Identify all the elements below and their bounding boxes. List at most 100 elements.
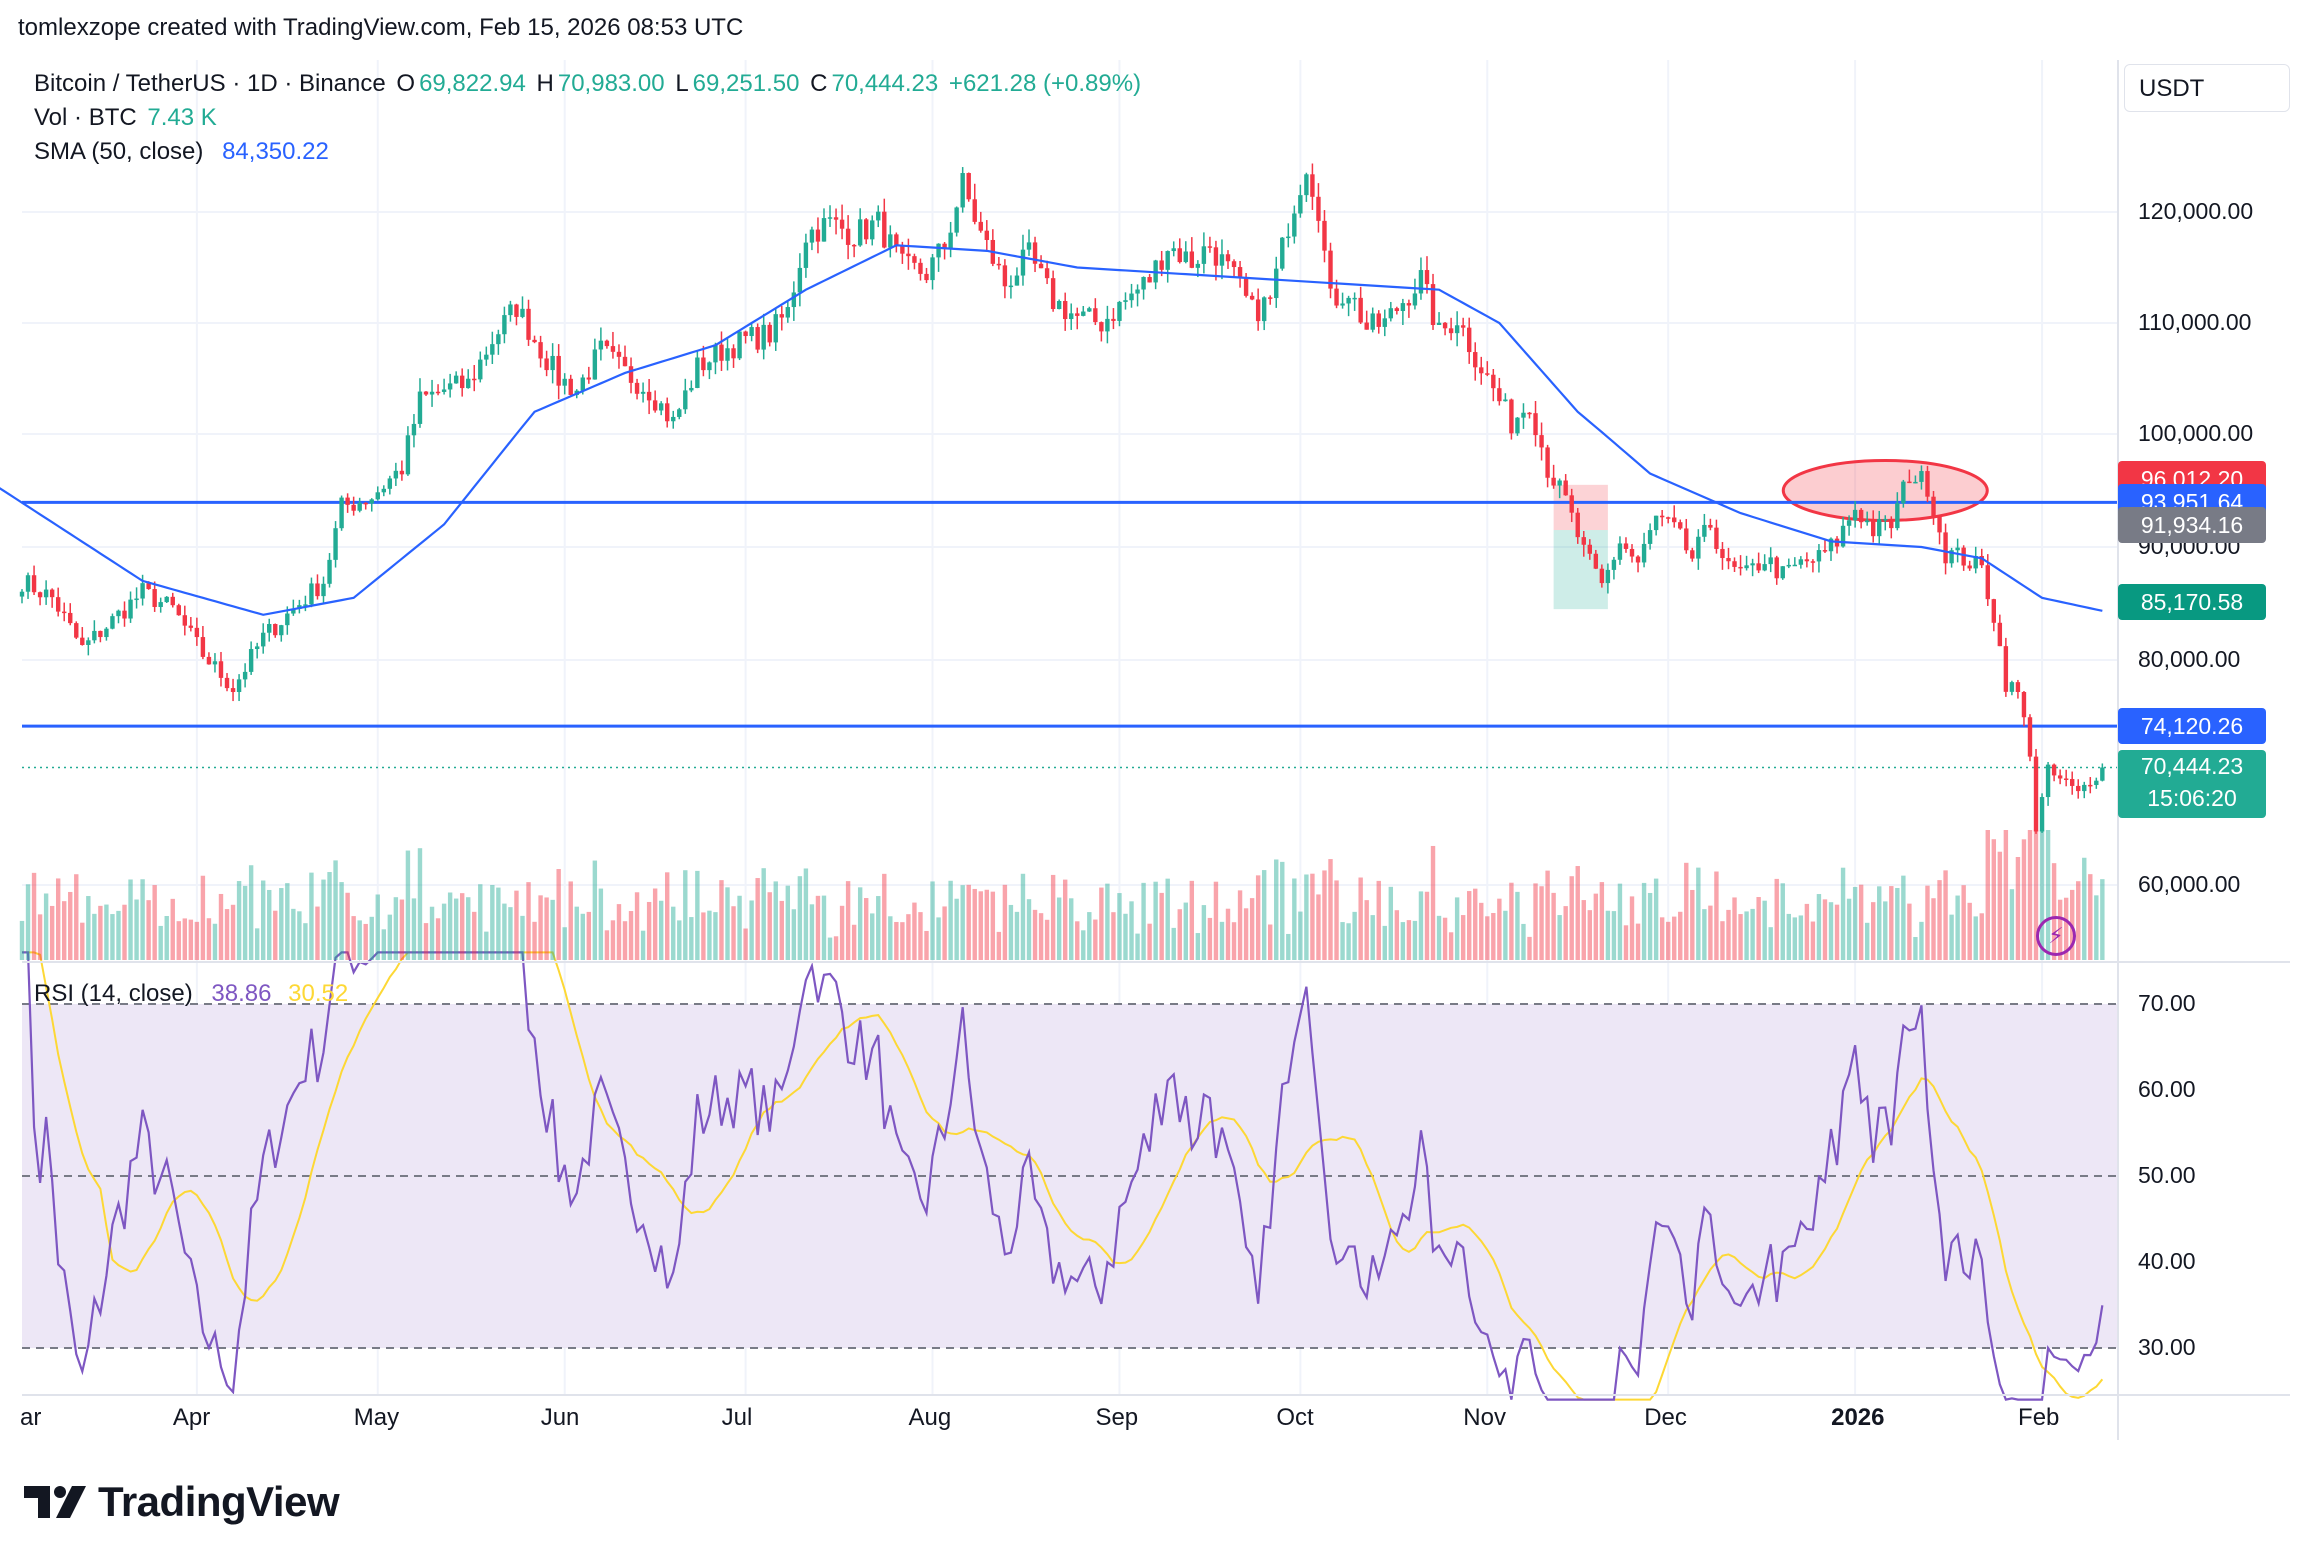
candle-body [1907, 481, 1912, 484]
candle-body [1069, 313, 1074, 320]
candle-body [303, 604, 308, 606]
volume-bar [1744, 911, 1749, 960]
candle-body [1014, 275, 1020, 286]
sma-label[interactable]: SMA (50, close) [34, 138, 204, 165]
volume-bar [936, 917, 941, 960]
candle-body [924, 273, 929, 281]
rsi-tick-label: 40.00 [2138, 1248, 2196, 1274]
volume-bar [550, 899, 555, 960]
time-tick-label: Sep [1095, 1404, 1139, 1431]
candle-body [242, 671, 248, 680]
candle-body [960, 173, 965, 208]
volume-bar [200, 875, 206, 960]
volume-bar [640, 930, 646, 960]
candle-body [646, 391, 652, 401]
candle-body [900, 246, 905, 254]
candle-body [749, 327, 754, 337]
volume-bar [74, 874, 79, 960]
candle-body [279, 625, 284, 636]
volume-bar [809, 904, 815, 960]
currency-selector[interactable]: USDT [2124, 64, 2290, 112]
candle-body [665, 403, 670, 422]
volume-bar [1593, 893, 1599, 960]
time-tick-label: Nov [1463, 1404, 1506, 1431]
candle-body [484, 354, 489, 360]
volume-bar [803, 868, 809, 960]
candle-body [586, 377, 592, 380]
candle-body [1382, 318, 1387, 327]
volume-bar [472, 911, 477, 960]
volume-bar [1467, 891, 1472, 960]
candle-body [1020, 249, 1026, 276]
volume-bar [761, 868, 766, 960]
volume-bar [954, 898, 959, 960]
volume-bar [1623, 925, 1629, 960]
volume-bar [496, 887, 501, 960]
candle-body [1804, 559, 1810, 562]
annotations [1553, 459, 1989, 610]
candle-body [1424, 270, 1430, 285]
candle-body [194, 627, 200, 638]
candle-body [1901, 481, 1906, 504]
candle-body [248, 649, 254, 672]
candle-body [387, 478, 393, 489]
volume-bar [773, 881, 778, 960]
candle-body [864, 219, 869, 240]
volume-bar [43, 893, 49, 960]
volume-bar [1714, 871, 1719, 960]
volume-bar [1780, 883, 1785, 960]
candle-body [719, 344, 724, 361]
volume-bar [646, 901, 652, 960]
volume-bar [1991, 839, 1997, 960]
volume-bar [1901, 875, 1906, 960]
candle-body [1044, 268, 1050, 279]
candle-body [1931, 496, 1936, 517]
volume-bar [1690, 889, 1695, 960]
volume-bar [206, 918, 212, 960]
volume-bar [767, 892, 772, 960]
volume-bar [942, 906, 947, 960]
volume-bar [1846, 898, 1852, 960]
candle-body [1310, 174, 1315, 197]
volume-bar [80, 922, 85, 960]
brand-name: TradingView [98, 1478, 340, 1525]
volume-bar [1503, 910, 1508, 960]
volume-bar [1611, 911, 1617, 960]
volume-bar [1792, 917, 1798, 960]
volume-bar [1491, 913, 1496, 960]
candle-body [809, 229, 815, 243]
candle-body [254, 646, 260, 650]
volume-bar [224, 909, 230, 960]
volume-bar [1925, 885, 1930, 960]
candle-body [1485, 373, 1490, 375]
volume-bar [1418, 891, 1424, 960]
volume-label[interactable]: Vol · BTC [34, 104, 137, 131]
candle-body [731, 348, 736, 359]
volume-bar [683, 870, 688, 960]
candle-body [677, 409, 682, 417]
candle-body [466, 378, 471, 389]
candle-body [948, 232, 953, 249]
price-tag: 85,170.58 [2118, 583, 2266, 620]
lightning-icon[interactable]: ⚡ [2036, 916, 2076, 956]
volume-bar [1581, 900, 1586, 960]
high-key: H [536, 70, 554, 97]
volume-bar [689, 917, 694, 960]
symbol-name[interactable]: Bitcoin / TetherUS · 1D · Binance [34, 70, 386, 97]
candle-body [1328, 250, 1333, 289]
rsi-label[interactable]: RSI (14, close) [34, 980, 193, 1007]
volume-bar [508, 907, 513, 960]
volume-value: 7.43 K [147, 104, 217, 131]
volume-bar [357, 920, 362, 960]
volume-bar [417, 848, 423, 960]
volume-bar [375, 894, 380, 960]
volume-bar [104, 904, 109, 960]
candle-body [152, 589, 157, 607]
volume-bar [1961, 885, 1966, 960]
candle-body [1056, 301, 1062, 310]
candle-body [417, 391, 423, 424]
candle-body [1147, 277, 1152, 283]
open-key: O [396, 70, 416, 97]
volume-bar [1551, 892, 1556, 960]
